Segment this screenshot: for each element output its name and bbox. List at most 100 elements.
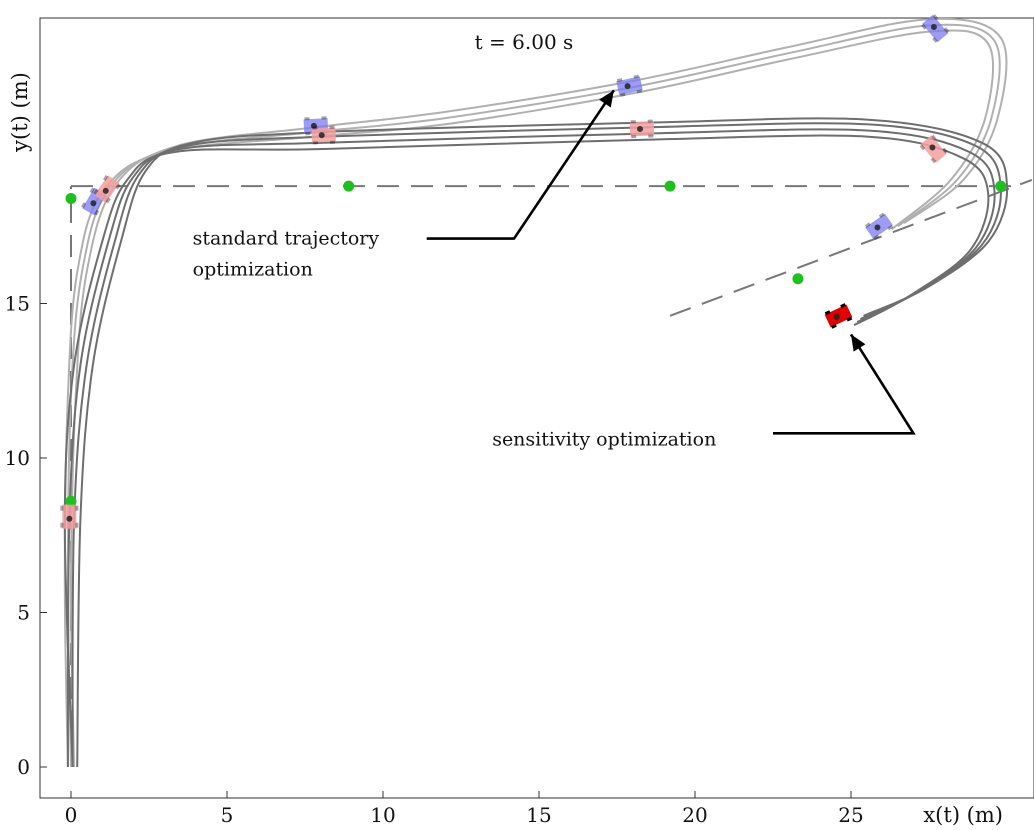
y-tick-label: 10 <box>5 446 30 470</box>
x-tick-label: 15 <box>526 803 551 827</box>
car-5 <box>616 74 643 97</box>
car-body <box>616 76 643 96</box>
car-wheel <box>932 36 938 43</box>
car-6 <box>629 119 655 139</box>
sensitivity-path-2 <box>76 117 1009 768</box>
car-8 <box>919 134 948 164</box>
annotation-sensitivity: sensitivity optimization <box>492 428 716 450</box>
car-wheel <box>94 209 100 216</box>
car-wheel <box>115 183 121 190</box>
car-wheel <box>633 74 640 79</box>
sensitivity-path-3 <box>63 134 990 768</box>
car-wheel <box>878 212 885 218</box>
sensitivity-path-0 <box>66 128 996 768</box>
car-center <box>624 83 631 90</box>
waypoint-4 <box>995 180 1007 192</box>
car-10 <box>824 303 853 329</box>
car-wheel <box>824 310 831 316</box>
axis-ticks: 0 5 10 15 20 25 0 5 10 15 <box>5 292 864 828</box>
car-center <box>66 515 73 522</box>
car-center <box>318 132 325 139</box>
car-center <box>833 313 840 320</box>
x-tick-label: 0 <box>65 803 78 827</box>
y-tick-label: 0 <box>17 755 30 779</box>
car-center <box>929 144 936 151</box>
reference-line-2 <box>669 178 1033 317</box>
car-wheel <box>846 316 853 322</box>
car-wheel <box>630 120 636 124</box>
x-axis-label: x(t) (m) <box>923 803 1003 827</box>
time-label: t = 6.00 s <box>475 30 574 54</box>
car-7 <box>921 14 950 43</box>
annotation-arrow-1 <box>773 333 916 435</box>
car-wheel <box>305 132 311 136</box>
waypoint-5 <box>792 273 804 285</box>
plot-frame <box>39 17 1034 799</box>
car-wheel <box>647 119 653 123</box>
car-wheel <box>619 92 626 97</box>
car-wheel <box>616 78 623 83</box>
car-9 <box>864 212 894 240</box>
sensitivity-path-1 <box>71 122 1002 768</box>
annotation-standard-line2: optimization <box>193 258 313 280</box>
waypoint-1 <box>65 495 77 507</box>
y-tick-label: 15 <box>5 292 30 316</box>
annotation-standard-line1: standard trajectory <box>193 228 380 250</box>
annotation-arrowhead-0 <box>599 90 614 108</box>
car-wheel <box>631 135 637 139</box>
car-wheel <box>60 505 64 511</box>
car-wheel <box>919 144 926 151</box>
car-wheel <box>943 27 950 34</box>
cars <box>60 14 950 529</box>
car-2 <box>60 504 79 529</box>
y-tick-label: 5 <box>17 601 30 625</box>
car-4 <box>311 125 336 145</box>
car-wheel <box>102 175 109 181</box>
car-1 <box>93 175 121 204</box>
car-center <box>310 122 317 129</box>
car-wheel <box>887 224 894 231</box>
waypoint-0 <box>65 192 77 204</box>
car-wheel <box>81 202 87 209</box>
waypoint-2 <box>343 180 355 192</box>
car-wheel <box>329 125 335 129</box>
car-wheel <box>93 188 99 195</box>
x-tick-label: 10 <box>370 803 395 827</box>
car-wheel <box>840 303 846 308</box>
car-wheel <box>648 134 654 138</box>
car-wheel <box>921 23 927 30</box>
car-wheel <box>942 147 948 154</box>
car-wheel <box>75 522 79 528</box>
car-center <box>102 187 109 194</box>
x-tick-label: 20 <box>682 803 707 827</box>
car-wheel <box>864 222 871 228</box>
car-wheel <box>312 126 318 130</box>
car-wheel <box>932 14 939 21</box>
car-center <box>874 224 881 231</box>
x-tick-label: 25 <box>838 803 863 827</box>
car-wheel <box>931 134 937 141</box>
car-wheel <box>831 323 837 329</box>
car-wheel <box>75 505 79 511</box>
car-wheel <box>105 197 111 204</box>
waypoints <box>65 180 1007 507</box>
car-center <box>930 23 937 30</box>
waypoint-3 <box>664 180 676 192</box>
car-wheel <box>304 117 310 121</box>
annotation-arrows <box>426 89 916 435</box>
car-wheel <box>60 522 64 528</box>
car-wheel <box>636 89 643 94</box>
annotation-arrowhead-1 <box>851 334 866 352</box>
car-wheel <box>89 187 95 194</box>
annotation-arrow-0 <box>426 89 615 240</box>
car-wheel <box>930 157 937 164</box>
y-axis-label: y(t) (m) <box>8 72 32 153</box>
car-wheel <box>329 140 336 144</box>
car-wheel <box>873 234 880 240</box>
car-wheel <box>321 116 327 120</box>
x-tick-label: 5 <box>221 803 234 827</box>
sensitivity-paths <box>63 117 1009 768</box>
car-center <box>637 125 644 132</box>
car-wheel <box>312 141 319 145</box>
